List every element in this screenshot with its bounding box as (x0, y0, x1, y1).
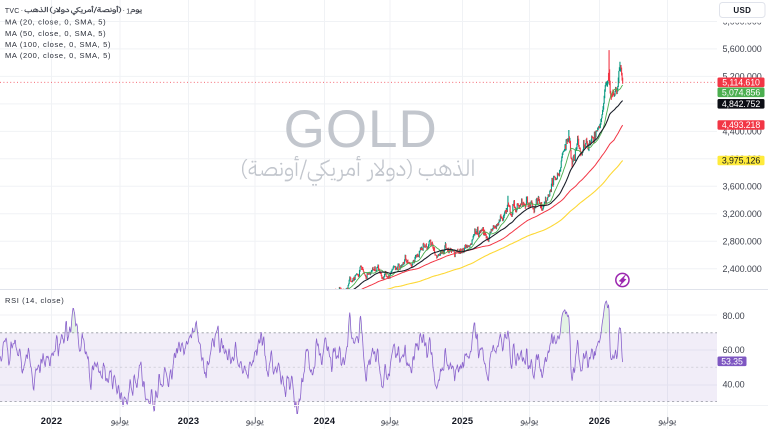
svg-text:3,600.000: 3,600.000 (723, 182, 762, 192)
svg-text:3,975.126: 3,975.126 (722, 156, 760, 166)
svg-text:5,200.000: 5,200.000 (723, 72, 762, 82)
svg-text:80.00: 80.00 (723, 311, 745, 321)
svg-text:USD: USD (733, 6, 751, 15)
svg-text:·: · (123, 8, 126, 15)
svg-text:MA (200, close, 0, SMA, 5): MA (200, close, 0, SMA, 5) (5, 51, 111, 60)
svg-text:2025: 2025 (452, 416, 473, 426)
svg-text:5,114.610: 5,114.610 (722, 77, 760, 87)
svg-text:4,493.218: 4,493.218 (722, 120, 760, 130)
svg-text:3,200.000: 3,200.000 (723, 209, 762, 219)
svg-text:2026: 2026 (589, 416, 610, 426)
svg-text:MA (20, close, 0, SMA, 5): MA (20, close, 0, SMA, 5) (5, 18, 106, 27)
svg-text:2023: 2023 (178, 416, 199, 426)
svg-text:4,400.000: 4,400.000 (723, 127, 762, 137)
svg-text:RSI (14, close): RSI (14, close) (5, 296, 64, 305)
svg-text:4,842.752: 4,842.752 (722, 99, 760, 109)
svg-text:1: 1 (126, 9, 130, 16)
svg-text:MA (100, close, 0, SMA, 5): MA (100, close, 0, SMA, 5) (5, 40, 111, 49)
svg-text:2,800.000: 2,800.000 (723, 236, 762, 246)
svg-text:2024: 2024 (314, 416, 336, 426)
svg-text:GOLD: GOLD (284, 100, 438, 159)
svg-text:5,074.856: 5,074.856 (722, 87, 760, 97)
svg-text:5,600.000: 5,600.000 (723, 44, 762, 54)
svg-text:60.00: 60.00 (723, 345, 745, 355)
svg-text:2022: 2022 (41, 416, 62, 426)
svg-text:MA (50, close, 0, SMA, 5): MA (50, close, 0, SMA, 5) (5, 29, 106, 38)
svg-text:53.35: 53.35 (721, 356, 743, 366)
svg-text:2,400.000: 2,400.000 (723, 264, 762, 274)
svg-text:40.00: 40.00 (723, 380, 745, 390)
svg-text:TVC: TVC (5, 8, 20, 15)
svg-text:·: · (21, 8, 24, 15)
